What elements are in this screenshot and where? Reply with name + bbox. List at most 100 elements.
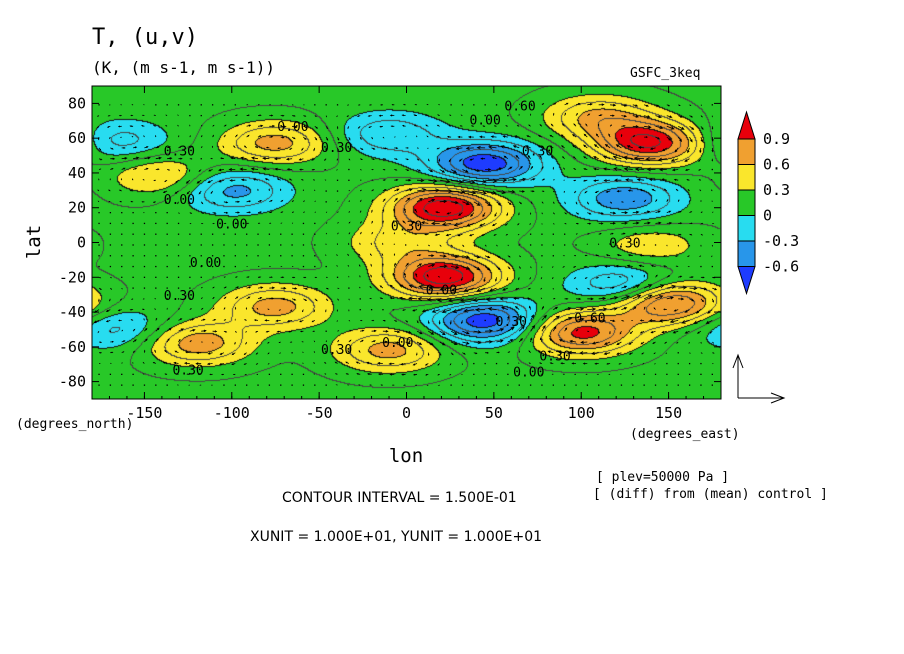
wind-vector: [551, 155, 554, 159]
wind-vector: [243, 145, 247, 149]
wind-vector: [666, 136, 672, 141]
wind-vector: [597, 123, 600, 127]
wind-vector: [288, 178, 293, 181]
wind-vector: [610, 103, 617, 107]
wind-vector: [586, 384, 589, 386]
wind-vector: [700, 373, 702, 376]
wind-vector: [518, 266, 521, 269]
wind-vector: [502, 135, 508, 138]
wind-vector: [164, 349, 168, 353]
contour-label: 0.30: [522, 145, 553, 160]
wind-vector: [712, 341, 715, 344]
wind-vector: [223, 384, 225, 386]
wind-vector: [482, 212, 486, 218]
wind-vector: [166, 265, 168, 268]
wind-vector: [142, 179, 145, 181]
wind-vector: [348, 211, 350, 213]
wind-vector: [269, 211, 273, 213]
wind-vector: [325, 298, 329, 302]
wind-vector: [441, 309, 452, 314]
wind-vector: [709, 330, 713, 334]
wind-vector: [403, 207, 406, 213]
wind-vector: [598, 201, 601, 205]
wind-vector: [632, 104, 639, 107]
wind-vector: [575, 244, 577, 246]
wind-vector: [155, 134, 157, 138]
wind-vector: [603, 352, 611, 356]
wind-vector: [274, 167, 281, 171]
wind-vector: [487, 307, 497, 311]
wind-vector: [506, 212, 509, 217]
wind-vector: [445, 233, 452, 237]
wind-vector: [336, 179, 339, 181]
wind-vector: [666, 125, 675, 130]
wind-vector: [394, 169, 398, 171]
wind-vector: [255, 330, 259, 333]
wind-vector: [630, 363, 633, 365]
wind-vector: [632, 232, 638, 235]
wind-vector: [573, 276, 577, 280]
wind-vector: [382, 147, 388, 150]
wind-vector: [414, 208, 418, 213]
wind-vector: [438, 320, 441, 325]
wind-vector: [97, 200, 100, 203]
wind-vector: [371, 319, 375, 322]
contour-label: 0.00: [190, 256, 221, 271]
wind-vector: [689, 115, 693, 118]
wind-vector: [638, 146, 645, 149]
wind-vector: [621, 295, 631, 300]
wind-vectors: [93, 102, 718, 386]
wind-vector: [507, 362, 509, 365]
wind-vector: [130, 319, 134, 321]
wind-vector: [401, 373, 406, 376]
wind-vector: [695, 309, 702, 314]
wind-vector: [109, 211, 112, 214]
wind-vector: [222, 190, 225, 194]
wind-vector: [529, 373, 532, 376]
wind-vector: [311, 320, 315, 323]
wind-vector: [507, 166, 513, 170]
wind-vector: [650, 330, 656, 334]
wind-vector: [200, 307, 204, 310]
wind-vector: [129, 125, 134, 128]
wind-vector: [129, 308, 134, 311]
wind-vector: [200, 265, 202, 268]
wind-vector: [110, 168, 114, 170]
wind-vector: [275, 319, 281, 322]
wind-vector: [461, 384, 464, 386]
wind-vector: [200, 201, 204, 205]
wind-vector: [325, 126, 329, 130]
wind-vector: [189, 318, 195, 321]
wind-vector: [211, 104, 214, 106]
wind-vector: [620, 384, 623, 386]
wind-vector: [587, 222, 592, 225]
wind-vector: [593, 156, 599, 160]
wind-vector: [355, 361, 361, 364]
wind-vector: [482, 125, 486, 127]
wind-vector: [541, 233, 543, 235]
wind-vector: [593, 144, 599, 149]
wind-vector: [269, 297, 274, 300]
wind-vector: [450, 244, 454, 247]
wind-vector: [688, 341, 690, 345]
wind-vector: [131, 298, 134, 300]
wind-vector: [290, 309, 293, 312]
wind-vector: [109, 222, 112, 225]
wind-vector: [223, 104, 225, 106]
wind-vector: [669, 319, 679, 324]
wind-vector: [380, 384, 383, 386]
wind-vector: [420, 221, 429, 225]
wind-vector: [177, 222, 180, 225]
wind-vector: [359, 309, 361, 311]
wind-vector: [493, 125, 497, 127]
wind-vector: [575, 317, 585, 322]
wind-vector: [348, 232, 351, 235]
wind-vector: [401, 114, 406, 117]
wind-vector: [98, 233, 100, 235]
wind-vector: [609, 201, 613, 204]
wind-vector: [461, 320, 463, 325]
wind-vector: [212, 307, 215, 310]
wind-vector: [494, 277, 498, 282]
wind-vector: [575, 112, 579, 116]
wind-vector: [243, 352, 247, 356]
